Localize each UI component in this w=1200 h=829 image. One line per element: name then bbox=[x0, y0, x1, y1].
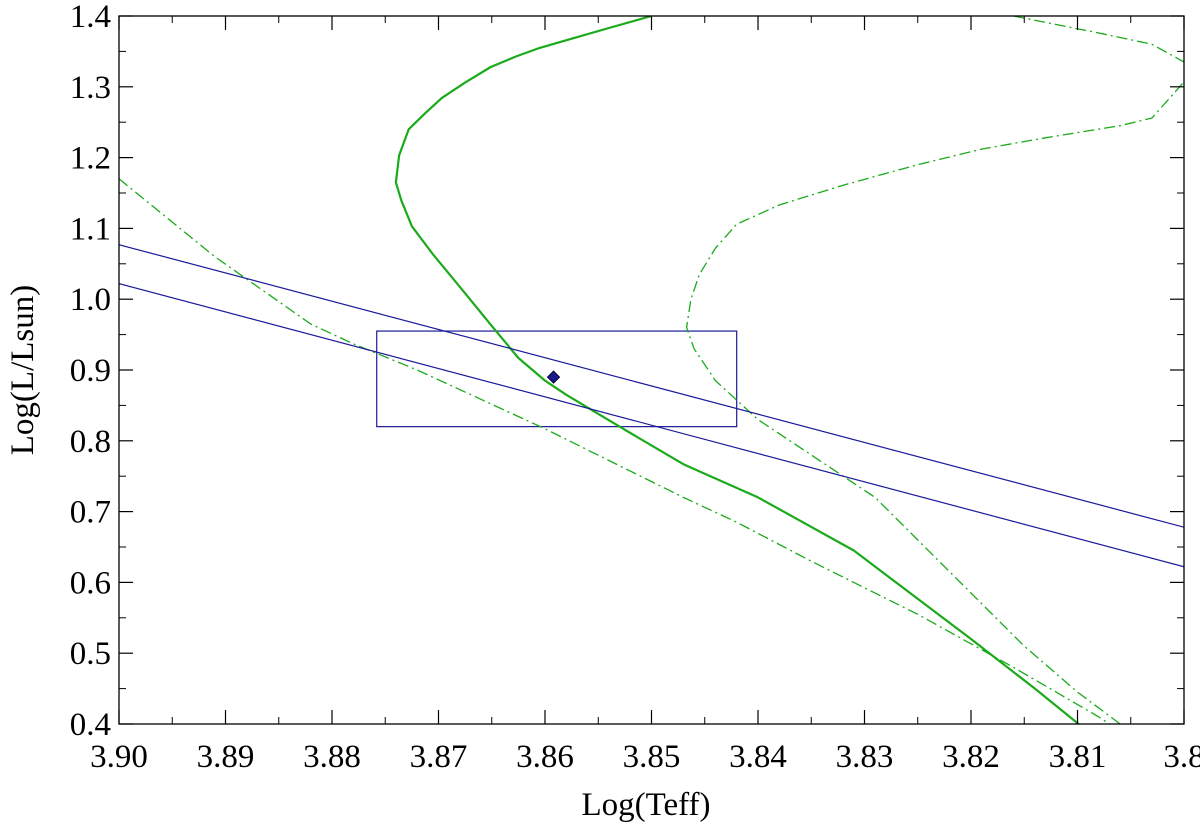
x-tick-label: 3.88 bbox=[303, 739, 361, 775]
y-axis-title: Log(L/Lsun) bbox=[5, 285, 41, 455]
y-tick-label: 1.3 bbox=[70, 70, 111, 106]
blue-line-4 bbox=[119, 244, 1184, 528]
x-tick-label: 3.8 bbox=[1163, 739, 1200, 775]
y-tick-label: 1.1 bbox=[70, 211, 111, 247]
x-tick-label: 3.86 bbox=[516, 739, 574, 775]
green-dashdot-track-2 bbox=[685, 81, 1184, 724]
y-tick-label: 1.4 bbox=[70, 0, 111, 35]
data-point-marker bbox=[546, 370, 561, 384]
y-tick-label: 0.5 bbox=[70, 636, 111, 672]
green-solid-track-0 bbox=[394, 16, 1080, 724]
x-tick-label: 3.90 bbox=[90, 739, 148, 775]
tick-labels-layer: 3.90 3.89 3.88 3.87 3.86 3.85 3.84 3.83 3.82 3.81… bbox=[70, 0, 1200, 775]
x-tick-label: 3.82 bbox=[942, 739, 1000, 775]
green-dashdot-track-3 bbox=[1013, 16, 1184, 63]
x-tick-label: 3.81 bbox=[1049, 739, 1107, 775]
x-tick-label: 3.83 bbox=[836, 739, 894, 775]
y-tick-label: 0.4 bbox=[70, 707, 111, 743]
error-box bbox=[376, 330, 738, 428]
y-tick-label: 0.6 bbox=[70, 565, 111, 601]
x-axis-title: Log(Teff) bbox=[581, 787, 710, 823]
series-layer bbox=[119, 16, 1184, 724]
y-tick-label: 1.0 bbox=[70, 282, 111, 318]
x-tick-label: 3.89 bbox=[197, 739, 255, 775]
y-tick-label: 0.9 bbox=[70, 353, 111, 389]
plot-frame bbox=[118, 15, 1185, 725]
green-dashdot-track-1 bbox=[119, 178, 1110, 724]
blue-line-5 bbox=[119, 283, 1184, 568]
ticks-layer bbox=[118, 15, 1185, 725]
y-tick-label: 0.7 bbox=[70, 495, 111, 531]
x-tick-label: 3.84 bbox=[729, 739, 787, 775]
y-tick-label: 0.8 bbox=[70, 424, 111, 460]
y-tick-label: 1.2 bbox=[70, 141, 111, 177]
x-tick-label: 3.87 bbox=[410, 739, 468, 775]
x-tick-label: 3.85 bbox=[623, 739, 681, 775]
